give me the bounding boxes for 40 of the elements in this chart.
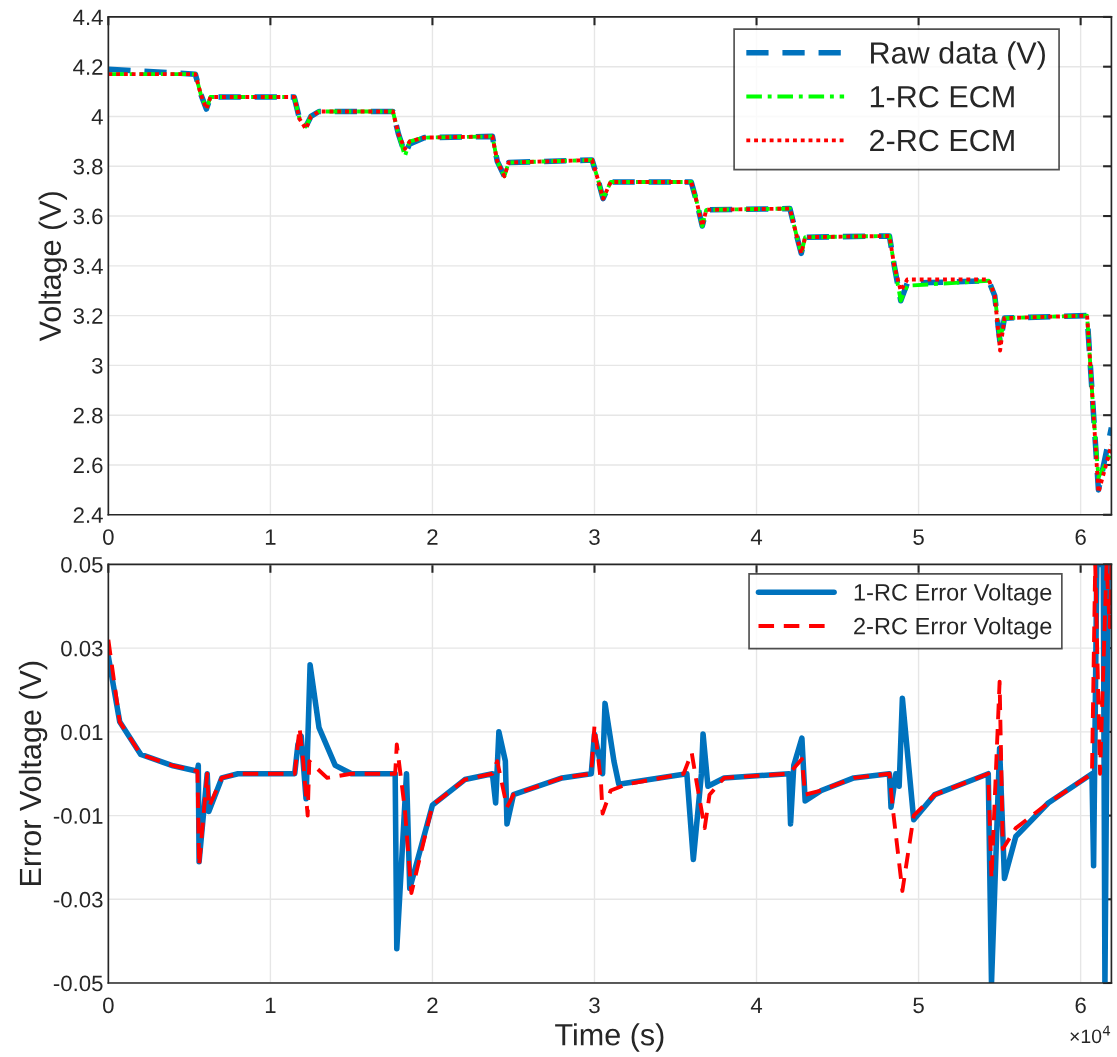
x-tick-label: 4 xyxy=(750,529,763,545)
x-tick-label: 3 xyxy=(589,529,600,545)
legend-label: 1-RC ECM xyxy=(870,85,1014,108)
y-tick-label: 0.05 xyxy=(61,556,103,573)
y-tick-label: -0.03 xyxy=(53,891,103,908)
x-tick-label: 0 xyxy=(103,529,114,545)
x-tick-label: 2 xyxy=(427,529,438,545)
legend-label: 1-RC Error Voltage xyxy=(854,583,1052,606)
x-tick-label: 4 xyxy=(750,997,763,1013)
y-tick-label: -0.01 xyxy=(53,808,103,824)
x-tick-label: 1 xyxy=(265,997,276,1013)
y-tick-label: 3.4 xyxy=(73,258,103,275)
y-tick-label: 4.4 xyxy=(73,9,103,25)
legend-label: 2-RC Error Voltage xyxy=(854,617,1052,640)
y-tick-label: 3.8 xyxy=(73,158,103,175)
y-tick-label: 3.2 xyxy=(73,308,103,324)
x-tick-label: 6 xyxy=(1075,529,1086,545)
legend-label: 2-RC ECM xyxy=(870,129,1014,152)
y-tick-label: 4 xyxy=(91,109,103,125)
text: ×10$^{4}$ xyxy=(1070,1025,1111,1044)
y-tick-label: 0.03 xyxy=(61,640,103,657)
y-tick-label: 2.6 xyxy=(73,457,103,474)
y-axis-title: Error Voltage (V) xyxy=(18,661,48,885)
y-tick-label: 4.2 xyxy=(73,59,103,75)
x-tick-label: 0 xyxy=(103,997,114,1014)
x-axis-title: Time (s) xyxy=(555,1023,664,1052)
x-tick-label: 3 xyxy=(589,997,600,1014)
x-tick-label: 6 xyxy=(1075,997,1086,1014)
x-tick-label: 1 xyxy=(265,529,276,545)
y-tick-label: 2.4 xyxy=(73,507,103,523)
legend-label: Raw data (V) xyxy=(871,41,1045,70)
x-tick-label: 2 xyxy=(427,997,438,1013)
y-tick-label: 0.01 xyxy=(61,724,103,741)
y-tick-label: 3.6 xyxy=(73,208,103,225)
y-axis-title: Voltage (V) xyxy=(38,192,68,342)
y-tick-label: 3 xyxy=(91,357,103,374)
x-tick-label: 5 xyxy=(913,997,924,1014)
y-tick-label: 2.8 xyxy=(73,407,103,424)
y-tick-label: -0.05 xyxy=(53,975,103,992)
x-tick-label: 5 xyxy=(913,529,924,545)
